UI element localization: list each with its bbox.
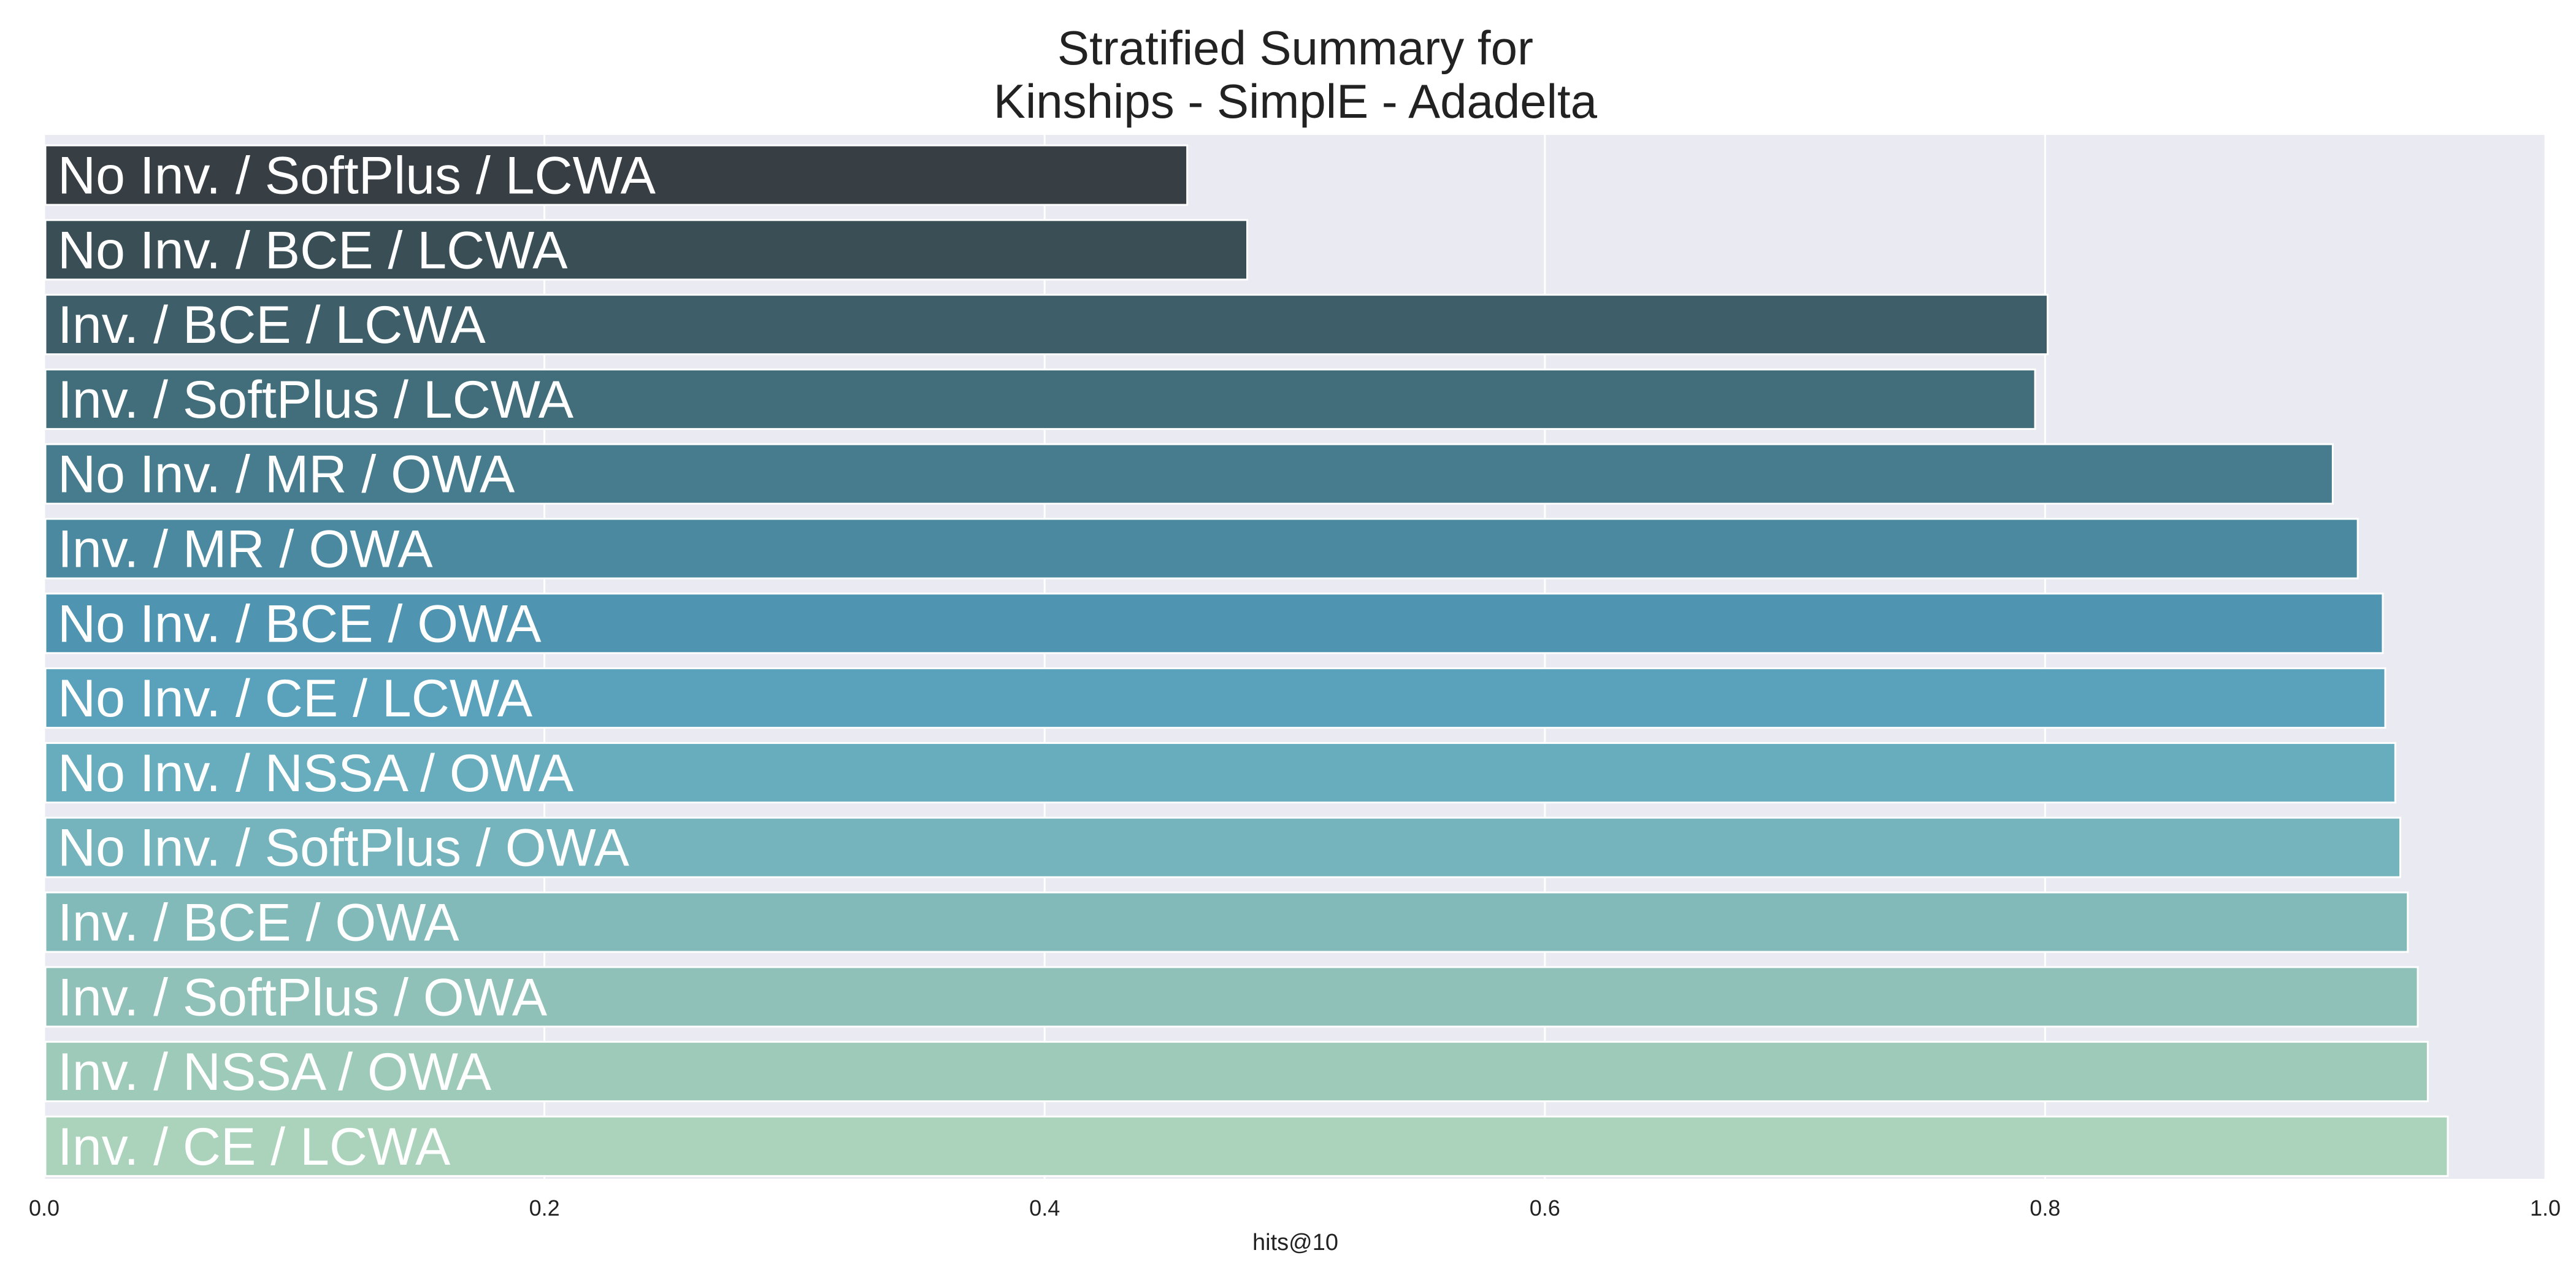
chart-title-line: Kinships - SimplE - Adadelta [994,74,1598,128]
x-tick-label: 0.6 [1530,1195,1560,1221]
bar-category-label: Inv. / NSSA / OWA [58,1043,492,1102]
bar [44,1115,2449,1177]
bar [44,742,2396,803]
bar [44,816,2401,878]
bar-category-label: Inv. / MR / OWA [58,520,433,579]
bar-category-label: No Inv. / SoftPlus / LCWA [58,147,656,205]
bars [44,144,2449,1177]
bar [44,518,2359,580]
bar [44,966,2419,1028]
bar [44,1041,2429,1103]
chart-title-line: Stratified Summary for [1057,21,1533,75]
bar-category-label: Inv. / BCE / LCWA [58,296,486,355]
bar [44,443,2334,505]
bar-category-label: Inv. / SoftPlus / LCWA [58,370,574,429]
bar-category-label: No Inv. / NSSA / OWA [58,744,574,803]
bar-category-label: No Inv. / BCE / LCWA [58,221,568,280]
bar-labels: No Inv. / SoftPlus / LCWA No Inv. / BCE /… [58,147,656,1176]
bar-category-label: No Inv. / MR / OWA [58,445,515,504]
bar-category-label: Inv. / SoftPlus / OWA [58,968,548,1027]
x-axis-ticks: 0.0 0.2 0.4 0.6 0.8 1.0 [29,1195,2561,1221]
bar-category-label: No Inv. / CE / LCWA [58,669,533,728]
bar [44,368,2036,430]
bar [44,144,1189,206]
bar [44,667,2386,729]
bar [44,219,1249,281]
bar-category-label: No Inv. / SoftPlus / OWA [58,819,630,878]
x-tick-label: 1.0 [2530,1195,2561,1221]
x-tick-label: 0.0 [29,1195,59,1221]
bar-category-label: Inv. / BCE / OWA [58,894,459,953]
x-tick-label: 0.8 [2030,1195,2060,1221]
x-tick-label: 0.2 [529,1195,560,1221]
bar-category-label: Inv. / CE / LCWA [58,1117,451,1176]
bar-category-label: No Inv. / BCE / OWA [58,594,542,653]
bar [44,294,2049,356]
bar [44,891,2409,953]
x-tick-label: 0.4 [1029,1195,1060,1221]
x-axis-label: hits@10 [1252,1230,1338,1255]
bar [44,592,2384,654]
